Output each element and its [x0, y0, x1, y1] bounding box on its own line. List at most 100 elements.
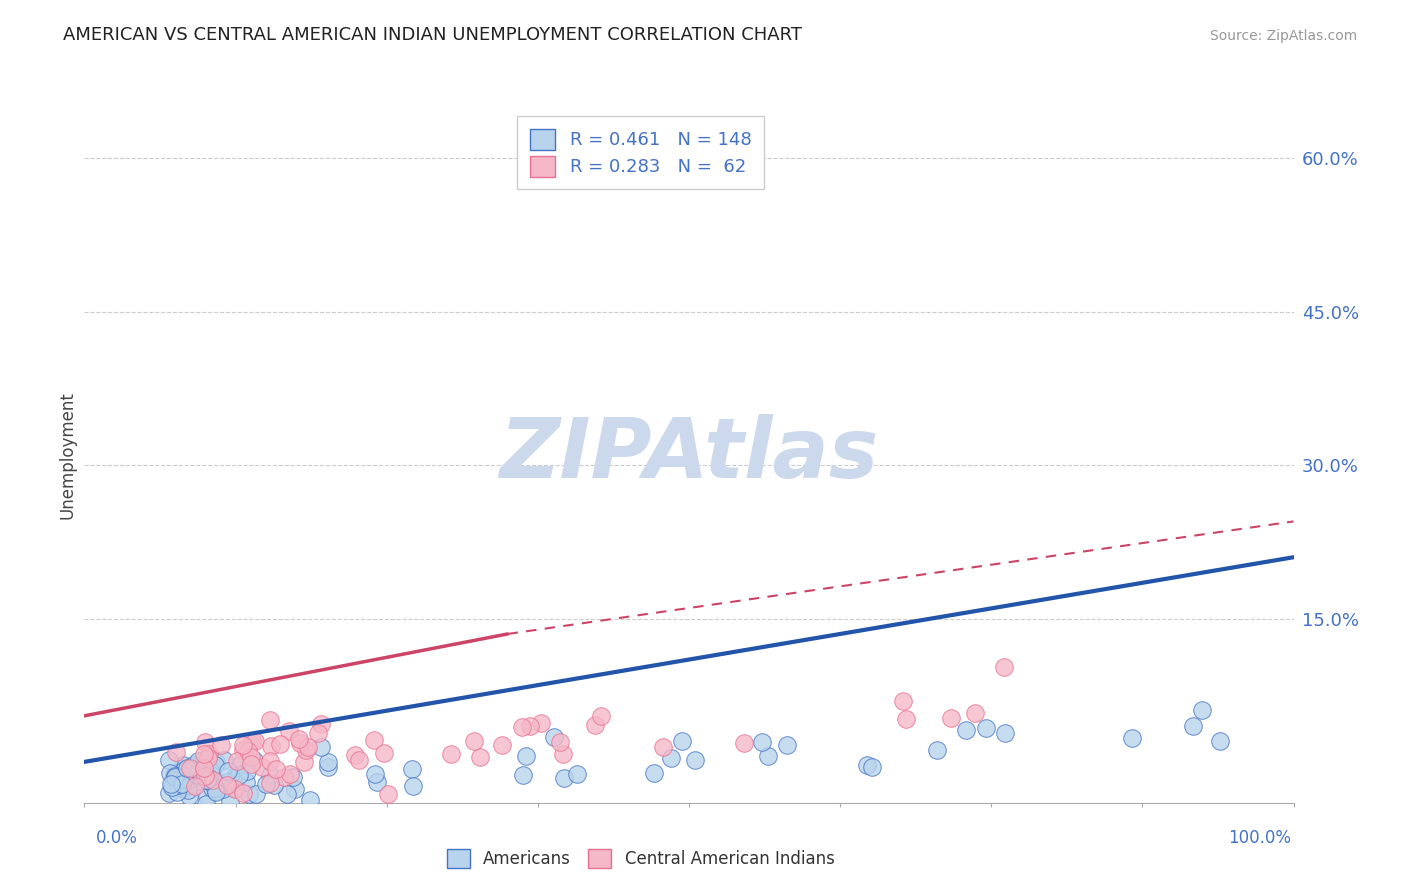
Point [89, 713, 111, 727]
Point [240, 674, 263, 689]
Point [139, 673, 162, 687]
Point [229, 692, 252, 706]
Point [103, 712, 125, 726]
Point [925, 565, 948, 579]
Point [336, 697, 359, 711]
Point [110, 675, 132, 690]
Point [75, 735, 97, 749]
Point [107, 719, 129, 733]
Point [134, 655, 156, 669]
Point [1081, 537, 1104, 551]
Point [422, 703, 444, 717]
Point [1164, 606, 1187, 620]
Point [112, 746, 135, 760]
Point [89, 715, 111, 730]
Point [329, 670, 352, 684]
Point [83, 739, 105, 753]
Point [1119, 541, 1142, 555]
Point [110, 682, 132, 697]
Point [107, 698, 129, 712]
Point [141, 699, 163, 714]
Point [153, 706, 176, 721]
Point [143, 678, 166, 692]
Point [97, 704, 120, 718]
Point [1039, 541, 1062, 556]
Point [82, 723, 104, 737]
Text: 100.0%: 100.0% [1227, 829, 1291, 847]
Point [148, 658, 170, 673]
Point [491, 658, 513, 673]
Point [316, 714, 339, 729]
Point [86, 733, 108, 747]
Point [149, 644, 172, 658]
Point [124, 718, 146, 732]
Point [143, 754, 166, 768]
Point [124, 698, 146, 713]
Point [253, 648, 276, 662]
Point [117, 744, 139, 758]
Point [277, 715, 299, 730]
Point [1099, 591, 1122, 605]
Point [1204, 528, 1226, 542]
Point [73, 697, 96, 711]
Point [129, 674, 152, 689]
Point [1108, 568, 1130, 582]
Point [370, 670, 392, 684]
Point [76, 722, 98, 736]
Point [135, 721, 157, 735]
Point [177, 727, 200, 741]
Point [100, 675, 122, 690]
Point [591, 625, 613, 640]
Point [793, 611, 815, 625]
Point [323, 694, 346, 708]
Point [80, 733, 103, 747]
Point [100, 739, 122, 753]
Point [77, 731, 100, 746]
Point [1067, 612, 1090, 626]
Point [97, 736, 120, 750]
Point [491, 564, 513, 578]
Point [80, 703, 103, 717]
Point [648, 669, 671, 683]
Point [675, 642, 697, 657]
Point [75, 730, 97, 744]
Point [93, 693, 115, 707]
Point [269, 671, 291, 685]
Point [79, 736, 101, 750]
Point [91, 760, 114, 774]
Point [807, 665, 830, 680]
Point [76, 718, 98, 732]
Point [83, 747, 105, 762]
Point [114, 701, 136, 715]
Point [103, 729, 125, 743]
Point [83, 707, 105, 722]
Point [77, 742, 100, 756]
Point [176, 667, 198, 681]
Point [252, 691, 274, 706]
Point [138, 666, 160, 681]
Point [956, 622, 979, 636]
Point [93, 725, 115, 739]
Point [176, 716, 198, 731]
Point [1070, 617, 1092, 632]
Point [97, 698, 120, 713]
Point [214, 688, 236, 702]
Point [114, 692, 136, 706]
Point [287, 647, 309, 661]
Point [1191, 541, 1213, 555]
Point [1188, 582, 1211, 596]
Point [585, 647, 607, 661]
Point [125, 676, 148, 690]
Point [905, 627, 928, 641]
Point [91, 688, 114, 702]
Point [132, 745, 155, 759]
Point [738, 670, 761, 684]
Point [87, 715, 110, 730]
Point [90, 717, 112, 731]
Point [84, 721, 107, 735]
Point [107, 723, 129, 738]
Point [472, 654, 495, 668]
Point [96, 725, 118, 739]
Point [149, 677, 172, 691]
Text: ZIPAtlas: ZIPAtlas [499, 415, 879, 495]
